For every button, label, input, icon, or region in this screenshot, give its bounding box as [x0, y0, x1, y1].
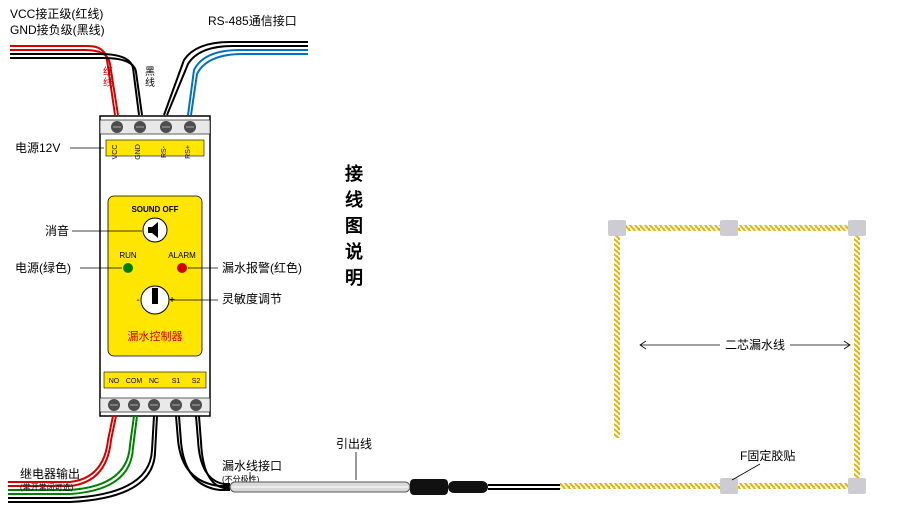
leak-cable: [560, 220, 866, 494]
ftape-label: F固定胶贴: [740, 448, 795, 463]
leadwire-label: 引出线: [336, 437, 372, 451]
mute-label: 消音: [45, 223, 69, 238]
rs485-label: RS-485通信接口: [208, 13, 297, 28]
svg-text:二芯漏水线: 二芯漏水线: [725, 338, 785, 352]
black-sm: 黑线: [145, 66, 155, 89]
vcc-label: VCC接正级(红线): [10, 6, 103, 21]
device-name: 漏水控制器: [128, 329, 183, 343]
run-led: [123, 263, 133, 273]
title-vertical: 接线图说明: [345, 163, 363, 288]
run-label: RUN: [119, 251, 137, 260]
gnd-label: GND接负级(黑线): [10, 22, 105, 37]
svg-text:接线图说明: 接线图说明: [345, 163, 363, 288]
svg-text:GND: GND: [135, 144, 142, 160]
power-green-label: 电源(绿色): [15, 260, 71, 275]
alarm-led: [177, 263, 187, 273]
red-sm: 红线: [103, 65, 113, 89]
svg-text:S1: S1: [172, 378, 181, 385]
wiring-diagram: VCC接正级(红线) GND接负级(黑线) RS-485通信接口 红线 黑线 V…: [0, 0, 900, 532]
two-core-label: 二芯漏水线: [640, 338, 850, 352]
alarm-en-label: ALARM: [168, 251, 196, 260]
sensitivity-label: 灵敏度调节: [222, 291, 282, 306]
svg-text:RS-: RS-: [161, 145, 168, 158]
sound-off-label: SOUND OFF: [131, 205, 178, 214]
mute-button[interactable]: [143, 218, 167, 242]
svg-text:COM: COM: [126, 378, 143, 385]
minus-label: -: [136, 295, 139, 306]
controller-body: VCC GND RS- RS+ SOUND OFF RUN ALARM - + …: [100, 116, 210, 416]
plus-label: +: [169, 295, 175, 306]
svg-text:NO: NO: [109, 378, 120, 385]
svg-text:S2: S2: [192, 378, 201, 385]
probe-assembly: [230, 479, 560, 495]
power12v-label: 电源12V: [15, 141, 60, 155]
sensitivity-dial[interactable]: [141, 286, 169, 314]
alarm-red-label: 漏水报警(红色): [222, 260, 302, 275]
relay-sub-label: (常开常闭可选): [20, 482, 74, 492]
svg-text:RS+: RS+: [185, 145, 192, 159]
leak-port-label: 漏水线接口: [222, 458, 282, 473]
svg-text:VCC: VCC: [112, 145, 119, 160]
relay-label: 继电器输出: [20, 466, 80, 481]
svg-text:NC: NC: [149, 378, 159, 385]
